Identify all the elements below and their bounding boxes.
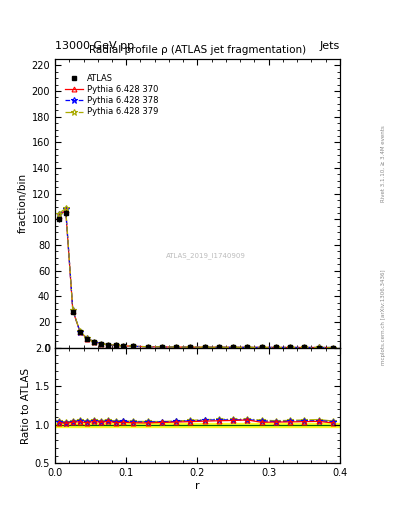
Title: Radial profile ρ (ATLAS jet fragmentation): Radial profile ρ (ATLAS jet fragmentatio… [89,46,306,55]
Y-axis label: fraction/bin: fraction/bin [17,173,28,233]
Text: mcplots.cern.ch [arXiv:1306.3436]: mcplots.cern.ch [arXiv:1306.3436] [381,270,386,365]
Text: Rivet 3.1.10, ≥ 3.4M events: Rivet 3.1.10, ≥ 3.4M events [381,125,386,202]
Text: 13000 GeV pp: 13000 GeV pp [55,41,134,51]
Legend: ATLAS, Pythia 6.428 370, Pythia 6.428 378, Pythia 6.428 379: ATLAS, Pythia 6.428 370, Pythia 6.428 37… [62,72,161,119]
Text: ATLAS_2019_I1740909: ATLAS_2019_I1740909 [166,252,246,259]
Y-axis label: Ratio to ATLAS: Ratio to ATLAS [20,368,31,443]
Text: Jets: Jets [320,41,340,51]
X-axis label: r: r [195,481,200,491]
